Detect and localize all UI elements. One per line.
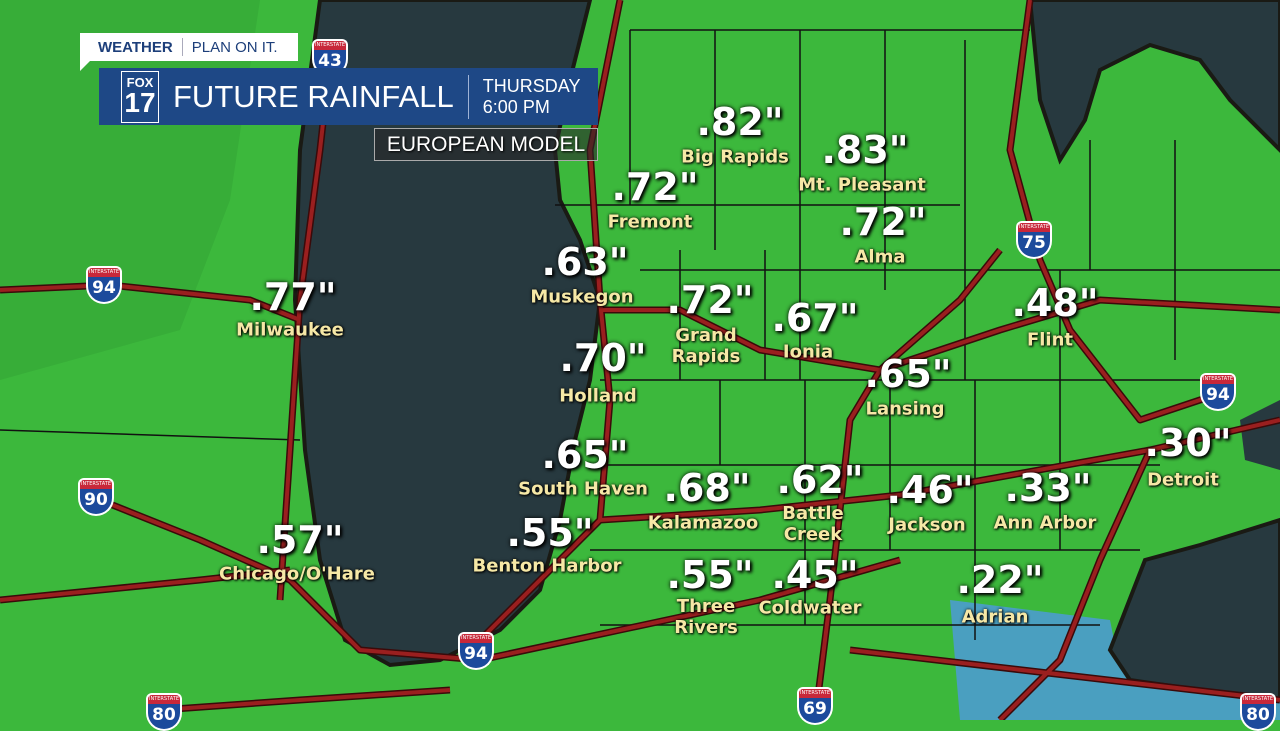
- city-label: Lansing: [865, 398, 945, 420]
- city-label: Adrian: [961, 606, 1029, 628]
- interstate-shield-icon: INTERSTATE 80: [146, 693, 182, 731]
- rainfall-value: .57": [256, 518, 344, 562]
- page-title: FUTURE RAINFALL: [173, 78, 454, 114]
- shield-header: INTERSTATE: [1200, 373, 1236, 384]
- rainfall-value: .65": [541, 433, 629, 477]
- shield-header: INTERSTATE: [1240, 693, 1276, 704]
- interstate-number: 75: [1016, 232, 1052, 259]
- ohio-light-rain: [950, 600, 1130, 720]
- shield-header: INTERSTATE: [146, 693, 182, 704]
- rainfall-value: .65": [864, 352, 952, 396]
- city-label: Flint: [1026, 329, 1074, 351]
- interstate-number: 94: [458, 643, 494, 670]
- rainfall-value: .77": [249, 275, 337, 319]
- interstate-number: 90: [78, 489, 114, 516]
- shield-header: INTERSTATE: [1016, 221, 1052, 232]
- weather-tagline: WEATHER PLAN ON IT.: [80, 33, 298, 71]
- rainfall-value: .46": [886, 468, 974, 512]
- city-label: Holland: [559, 385, 637, 407]
- forecast-time: THURSDAY 6:00 PM: [483, 76, 581, 118]
- forecast-hour: 6:00 PM: [482, 96, 550, 117]
- interstate-shield-icon: INTERSTATE 69: [797, 687, 833, 725]
- logo-top: FOX: [126, 75, 154, 90]
- city-label: Ann Arbor: [993, 512, 1097, 534]
- shield-header: INTERSTATE: [797, 687, 833, 698]
- lake-st-clair: [1240, 400, 1280, 470]
- shield-header: INTERSTATE: [86, 266, 122, 277]
- shield-header: INTERSTATE: [78, 478, 114, 489]
- city-label: Milwaukee: [236, 319, 344, 341]
- shield-header: INTERSTATE: [458, 632, 494, 643]
- rainfall-value: .55": [666, 553, 754, 597]
- rainfall-value: .62": [776, 458, 864, 502]
- interstate-shield-icon: INTERSTATE 75: [1016, 221, 1052, 259]
- rainfall-value: .22": [956, 558, 1044, 602]
- county-lines: [0, 29, 1280, 640]
- rainfall-value: .55": [506, 511, 594, 555]
- rainfall-value: .48": [1011, 281, 1099, 325]
- rainfall-value: .68": [663, 466, 751, 510]
- tagline-text: PLAN ON IT.: [191, 38, 278, 56]
- rainfall-value: .33": [1004, 466, 1092, 510]
- rainfall-value: .83": [821, 128, 909, 172]
- city-label: Three Rivers: [674, 596, 738, 638]
- city-label: South Haven: [518, 478, 648, 500]
- city-label: Ionia: [782, 341, 834, 363]
- interstate-shield-icon: INTERSTATE 80: [1240, 693, 1276, 731]
- city-label: Detroit: [1147, 469, 1219, 491]
- lake-huron: [1027, 0, 1280, 165]
- divider: [181, 38, 183, 56]
- tagline-brand: WEATHER: [98, 38, 173, 56]
- interstate-number: 80: [146, 704, 182, 731]
- rainfall-value: .72": [666, 278, 754, 322]
- city-label: Kalamazoo: [647, 512, 759, 534]
- shield-header: INTERSTATE: [312, 39, 348, 50]
- city-label: Fremont: [607, 211, 693, 233]
- interstate-shield-icon: INTERSTATE 94: [458, 632, 494, 670]
- forecast-day: THURSDAY: [482, 75, 581, 96]
- city-label: Jackson: [888, 514, 966, 536]
- interstate-shield-icon: INTERSTATE 94: [86, 266, 122, 304]
- city-label: Muskegon: [530, 286, 634, 308]
- divider: [467, 74, 469, 119]
- interstate-number: 80: [1240, 704, 1276, 731]
- city-label: Chicago/O'Hare: [219, 563, 375, 585]
- model-label: EUROPEAN MODEL: [374, 128, 598, 161]
- rainfall-value: .30": [1144, 421, 1232, 465]
- interstate-number: 94: [1200, 384, 1236, 411]
- interstate-number: 69: [797, 698, 833, 725]
- city-label: Grand Rapids: [671, 325, 741, 367]
- city-label: Battle Creek: [782, 503, 844, 545]
- interstate-shield-icon: INTERSTATE 94: [1200, 373, 1236, 411]
- city-label: Alma: [854, 246, 906, 268]
- interstate-number: 94: [86, 277, 122, 304]
- rainfall-value: .72": [839, 200, 927, 244]
- interstate-shield-icon: INTERSTATE 90: [78, 478, 114, 516]
- rainfall-value: .45": [771, 553, 859, 597]
- title-banner: FOX 17 FUTURE RAINFALL THURSDAY 6:00 PM: [99, 68, 598, 125]
- rainfall-value: .82": [696, 100, 784, 144]
- rainfall-value: .70": [559, 336, 647, 380]
- city-label: Coldwater: [758, 597, 862, 619]
- city-label: Benton Harbor: [472, 555, 622, 577]
- rainfall-value: .67": [771, 296, 859, 340]
- fox17-logo: FOX 17: [121, 70, 159, 123]
- logo-number: 17: [124, 87, 156, 118]
- rainfall-value: .72": [611, 165, 699, 209]
- city-label: Mt. Pleasant: [798, 174, 926, 196]
- rainfall-value: .63": [541, 240, 629, 284]
- city-label: Big Rapids: [681, 146, 789, 168]
